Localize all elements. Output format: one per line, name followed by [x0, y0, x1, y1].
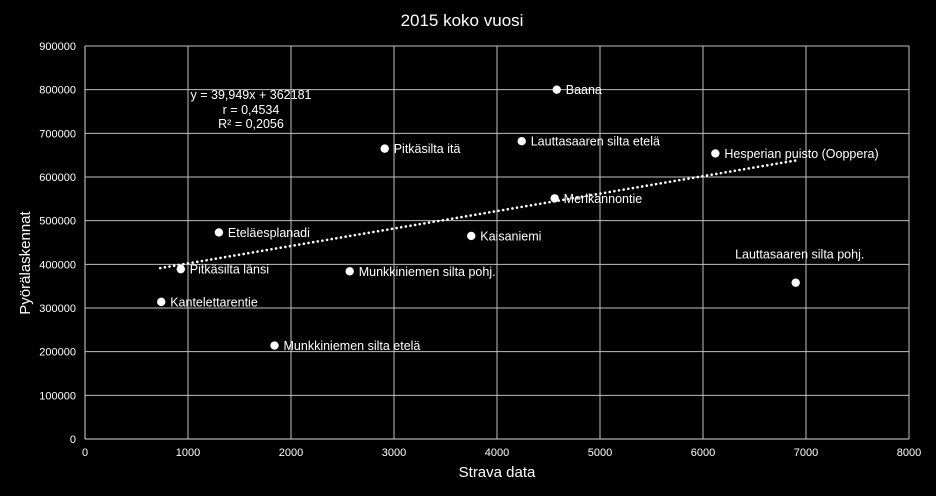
- y-tick-label: 100000: [39, 390, 76, 402]
- data-point-label: Hesperian puisto (Ooppera): [724, 147, 878, 161]
- data-point: [176, 264, 185, 274]
- data-point: [345, 267, 354, 276]
- y-tick-label: 200000: [39, 347, 76, 359]
- data-point: [270, 341, 279, 350]
- data-point-label: Baana: [566, 83, 602, 97]
- y-tick-label: 800000: [39, 85, 76, 97]
- y-tick-label: 700000: [39, 128, 76, 140]
- gridlines: [84, 45, 910, 440]
- data-point-label: Kantelettarentie: [170, 295, 258, 309]
- y-tick-label: 400000: [39, 259, 76, 271]
- trendline: [158, 159, 799, 270]
- y-tick-labels: 0 100000 200000 300000 400000 500000 600000 700…: [39, 41, 76, 446]
- y-axis-label: Pyörälaskennat: [17, 210, 34, 314]
- chart-title: 2015 koko vuosi: [401, 11, 524, 30]
- y-tick-label: 600000: [39, 172, 76, 184]
- data-point: [552, 85, 561, 94]
- data-point: [467, 231, 476, 241]
- trendline-equation: y = 39,949x + 362181: [191, 88, 312, 102]
- data-point-label: Merikannontie: [564, 192, 643, 206]
- x-tick-label: 3000: [382, 447, 406, 459]
- data-point-label: Pitkäsilta itä: [394, 142, 461, 156]
- x-tick-label: 8000: [897, 447, 921, 459]
- trendline-r: r = 0,4534: [223, 103, 280, 117]
- data-point: [380, 144, 389, 153]
- x-tick-label: 2000: [279, 447, 303, 459]
- data-point: [550, 194, 559, 203]
- x-tick-label: 1000: [176, 447, 200, 459]
- data-point-label: Lauttasaaren silta pohj.: [735, 248, 864, 262]
- trendline-line: [158, 159, 799, 270]
- data-points: Baana Pitkäsilta itä Lauttasaaren silta et…: [157, 83, 879, 353]
- y-tick-label: 500000: [39, 216, 76, 228]
- data-point-label: Eteläesplanadi: [228, 226, 310, 240]
- data-point-label: Pitkäsilta länsi: [190, 263, 269, 277]
- data-point-label: Munkkiniemen silta etelä: [284, 339, 421, 353]
- y-tick-label: 900000: [39, 41, 76, 53]
- data-point: [711, 149, 720, 158]
- x-axis-label: Strava data: [459, 464, 536, 481]
- x-tick-labels: 0 1000 2000 3000 4000 5000 6000 7000 8000: [82, 447, 921, 459]
- data-point: [517, 136, 526, 146]
- data-point: [214, 228, 224, 237]
- x-tick-label: 6000: [691, 447, 715, 459]
- y-tick-label: 300000: [39, 303, 76, 315]
- trendline-r2: R² = 0,2056: [218, 117, 284, 131]
- x-tick-label: 5000: [588, 447, 612, 459]
- data-point-label: Kaisaniemi: [480, 229, 541, 243]
- x-tick-label: 7000: [794, 447, 818, 459]
- x-tick-label: 0: [82, 447, 88, 459]
- data-point-label: Lauttasaaren silta etelä: [531, 135, 660, 149]
- data-point-label: Munkkiniemen silta pohj.: [359, 265, 496, 279]
- data-point: [157, 297, 166, 307]
- data-point: [791, 278, 800, 287]
- x-tick-label: 4000: [485, 447, 509, 459]
- y-tick-label: 0: [70, 434, 76, 446]
